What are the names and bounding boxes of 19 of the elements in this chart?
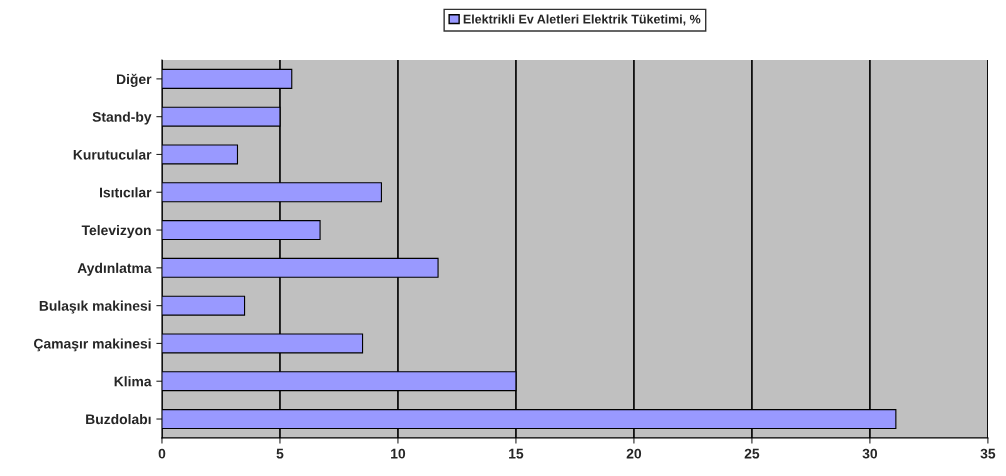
x-tick-label: 25 bbox=[744, 448, 760, 459]
y-tick-label: Stand-by bbox=[92, 111, 152, 125]
x-tick-label: 15 bbox=[509, 448, 524, 459]
y-tick-label: Diğer bbox=[116, 73, 152, 87]
x-tick-label: 35 bbox=[980, 448, 996, 459]
y-tick-label: Aydınlatma bbox=[77, 262, 152, 276]
x-tick-label: 5 bbox=[276, 448, 284, 459]
x-tick-label: 10 bbox=[391, 448, 406, 459]
y-tick-label: Bulaşık makinesi bbox=[39, 300, 151, 314]
x-tick-label: 0 bbox=[158, 448, 166, 459]
y-tick-label: Klima bbox=[114, 376, 152, 387]
y-tick-label: Isıtıcılar bbox=[99, 187, 152, 198]
legend-label: Elektrikli Ev Aletleri Elektrik Tüketimi, % bbox=[463, 14, 701, 26]
y-tick-label: Televizyon bbox=[81, 225, 151, 238]
x-tick-label: 30 bbox=[862, 448, 878, 459]
y-tick-label: Buzdolabı bbox=[86, 413, 151, 425]
y-tick-label: Çamaşır makinesi bbox=[34, 338, 151, 352]
y-tick-label: Kurutucular bbox=[73, 149, 152, 160]
x-tick-label: 20 bbox=[626, 448, 642, 459]
